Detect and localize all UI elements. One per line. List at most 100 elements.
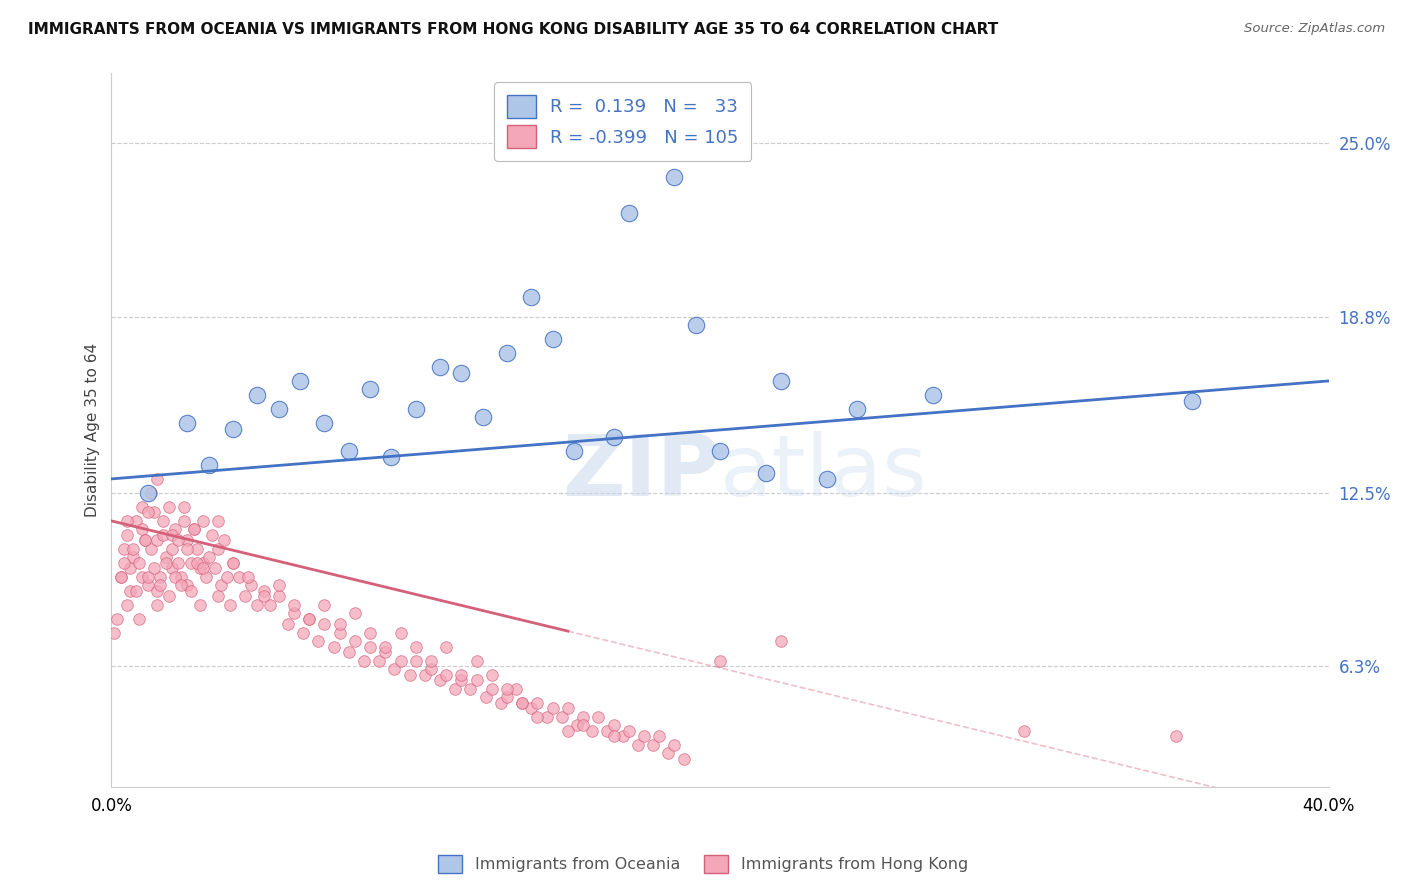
- Point: [121, 541, 143, 556]
- Point: [209, 578, 232, 592]
- Point: [496, 346, 519, 360]
- Point: [197, 550, 219, 565]
- Point: [252, 590, 274, 604]
- Point: [471, 410, 494, 425]
- Point: [139, 486, 162, 500]
- Point: [252, 583, 274, 598]
- Point: [146, 598, 169, 612]
- Point: [596, 723, 619, 738]
- Point: [374, 640, 396, 654]
- Text: IMMIGRANTS FROM OCEANIA VS IMMIGRANTS FROM HONG KONG DISABILITY AGE 35 TO 64 COR: IMMIGRANTS FROM OCEANIA VS IMMIGRANTS FR…: [28, 22, 998, 37]
- Point: [146, 472, 169, 486]
- Point: [520, 290, 543, 304]
- Point: [1166, 730, 1188, 744]
- Point: [337, 443, 360, 458]
- Point: [314, 617, 336, 632]
- Point: [222, 421, 245, 435]
- Point: [572, 710, 595, 724]
- Point: [322, 640, 344, 654]
- Legend: R =  0.139   N =   33, R = -0.399   N = 105: R = 0.139 N = 33, R = -0.399 N = 105: [494, 82, 751, 161]
- Point: [107, 612, 129, 626]
- Point: [136, 578, 159, 592]
- Point: [405, 640, 427, 654]
- Point: [612, 730, 634, 744]
- Point: [450, 673, 472, 688]
- Point: [162, 561, 184, 575]
- Point: [359, 640, 381, 654]
- Point: [103, 625, 125, 640]
- Point: [846, 401, 869, 416]
- Point: [450, 366, 472, 380]
- Point: [267, 578, 290, 592]
- Point: [709, 654, 731, 668]
- Point: [180, 583, 202, 598]
- Point: [769, 374, 792, 388]
- Point: [389, 625, 412, 640]
- Point: [648, 730, 671, 744]
- Point: [146, 533, 169, 548]
- Point: [176, 578, 198, 592]
- Point: [922, 388, 945, 402]
- Point: [368, 654, 391, 668]
- Point: [526, 696, 548, 710]
- Point: [152, 514, 174, 528]
- Point: [173, 500, 195, 514]
- Point: [288, 374, 311, 388]
- Point: [557, 723, 579, 738]
- Point: [259, 598, 281, 612]
- Point: [207, 514, 229, 528]
- Point: [219, 598, 242, 612]
- Point: [186, 556, 208, 570]
- Point: [557, 701, 579, 715]
- Point: [329, 625, 352, 640]
- Point: [112, 541, 135, 556]
- Point: [481, 668, 503, 682]
- Point: [419, 662, 441, 676]
- Point: [329, 617, 352, 632]
- Point: [292, 625, 315, 640]
- Point: [125, 583, 148, 598]
- Point: [183, 522, 205, 536]
- Point: [505, 681, 527, 696]
- Point: [657, 746, 679, 760]
- Point: [627, 738, 650, 752]
- Point: [180, 556, 202, 570]
- Point: [380, 450, 402, 464]
- Point: [283, 607, 305, 621]
- Point: [167, 533, 190, 548]
- Point: [602, 730, 624, 744]
- Point: [176, 533, 198, 548]
- Point: [162, 541, 184, 556]
- Point: [602, 430, 624, 444]
- Point: [633, 730, 655, 744]
- Text: Source: ZipAtlas.com: Source: ZipAtlas.com: [1244, 22, 1385, 36]
- Point: [419, 654, 441, 668]
- Point: [413, 668, 436, 682]
- Point: [173, 514, 195, 528]
- Point: [277, 617, 299, 632]
- Point: [143, 506, 166, 520]
- Point: [201, 528, 224, 542]
- Point: [131, 522, 153, 536]
- Point: [188, 561, 211, 575]
- Point: [602, 718, 624, 732]
- Point: [157, 590, 180, 604]
- Point: [359, 382, 381, 396]
- Point: [155, 556, 177, 570]
- Point: [212, 533, 235, 548]
- Y-axis label: Disability Age 35 to 64: Disability Age 35 to 64: [86, 343, 100, 517]
- Point: [110, 570, 132, 584]
- Point: [149, 570, 172, 584]
- Point: [617, 206, 640, 220]
- Point: [1014, 723, 1036, 738]
- Point: [188, 598, 211, 612]
- Point: [526, 710, 548, 724]
- Point: [134, 533, 156, 548]
- Point: [183, 522, 205, 536]
- Point: [405, 654, 427, 668]
- Point: [581, 723, 603, 738]
- Point: [204, 561, 226, 575]
- Point: [115, 598, 138, 612]
- Point: [389, 654, 412, 668]
- Text: ZIP: ZIP: [562, 431, 720, 515]
